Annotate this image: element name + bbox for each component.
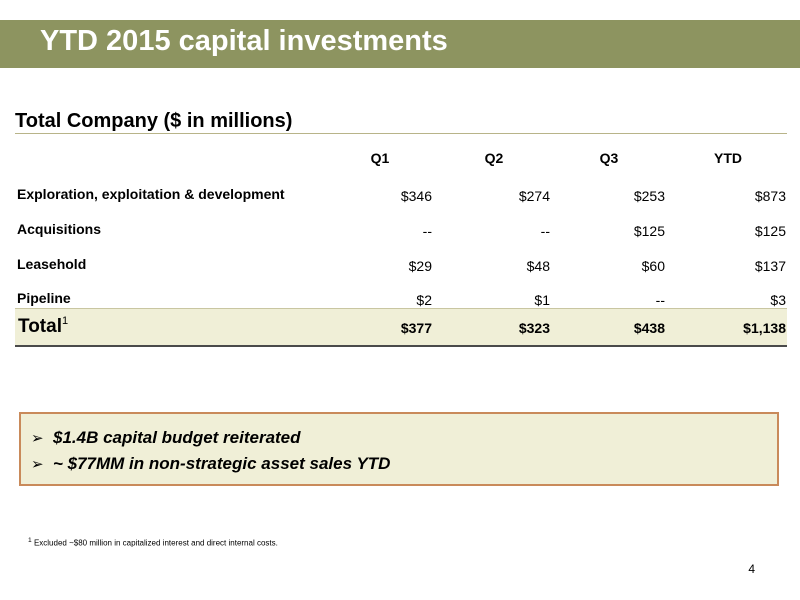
cell-q1: $29 xyxy=(408,258,432,274)
section-divider xyxy=(15,133,787,134)
footnote-text: Excluded ~$80 million in capitalized int… xyxy=(33,538,278,548)
column-header-ytd: YTD xyxy=(714,150,742,166)
arrow-bullet-icon: ➢ xyxy=(31,456,44,473)
cell-q3: $125 xyxy=(633,223,665,239)
total-ytd: $1,138 xyxy=(743,320,786,336)
section-title: Total Company ($ in millions) xyxy=(15,110,293,132)
column-header-q2: Q2 xyxy=(484,150,504,166)
total-q2: $323 xyxy=(518,320,550,336)
column-header-q3: Q3 xyxy=(599,150,619,166)
cell-q1: -- xyxy=(422,223,432,239)
cell-q2: $1 xyxy=(534,292,550,308)
callout-box: ➢ $1.4B capital budget reiterated ➢ ~ $77M… xyxy=(19,412,779,486)
cell-q1: $2 xyxy=(416,292,432,308)
row-label: Pipeline xyxy=(17,290,71,306)
cell-q2: $48 xyxy=(526,258,550,274)
cell-ytd: $3 xyxy=(770,292,786,308)
total-row: Total1 $377 $323 $438 $1,138 xyxy=(15,308,787,347)
row-label: Acquisitions xyxy=(17,221,102,237)
footnote-marker: 1 xyxy=(28,537,32,544)
page-title: YTD 2015 capital investments xyxy=(40,25,448,57)
callout-text: ~ $77MM in non-strategic asset sales YTD xyxy=(53,454,391,473)
cell-q3: $60 xyxy=(641,258,665,274)
total-q1: $377 xyxy=(400,320,432,336)
title-bar: YTD 2015 capital investments xyxy=(0,20,800,68)
page-number: 4 xyxy=(748,562,755,576)
row-label: Leasehold xyxy=(17,256,87,272)
total-label: Total1 xyxy=(18,315,68,338)
callout-text: $1.4B capital budget reiterated xyxy=(53,428,301,447)
callout-bullet: ➢ ~ $77MM in non-strategic asset sales YT… xyxy=(31,454,390,474)
callout-bullet: ➢ $1.4B capital budget reiterated xyxy=(31,428,301,448)
footnote: 1 Excluded ~$80 million in capitalized i… xyxy=(28,537,278,548)
row-label: Exploration, exploitation & development xyxy=(17,186,285,202)
cell-q1: $346 xyxy=(400,188,432,204)
arrow-bullet-icon: ➢ xyxy=(31,430,44,447)
cell-q3: -- xyxy=(655,292,665,308)
column-header-q1: Q1 xyxy=(370,150,390,166)
cell-ytd: $873 xyxy=(754,188,786,204)
total-q3: $438 xyxy=(633,320,665,336)
footnote-marker: 1 xyxy=(61,315,69,327)
cell-ytd: $125 xyxy=(754,223,786,239)
cell-q3: $253 xyxy=(633,188,665,204)
total-label-text: Total xyxy=(18,316,62,337)
cell-q2: -- xyxy=(540,223,550,239)
cell-q2: $274 xyxy=(518,188,550,204)
cell-ytd: $137 xyxy=(754,258,786,274)
